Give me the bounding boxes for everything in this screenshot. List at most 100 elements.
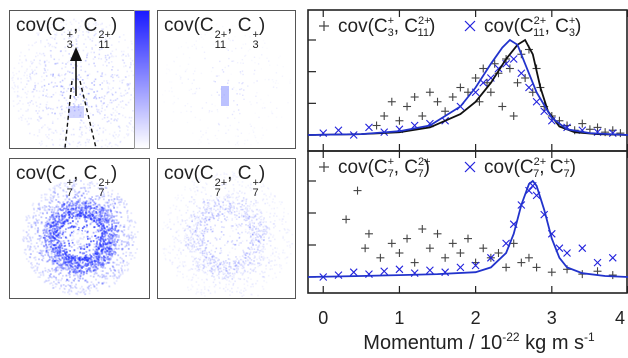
speckle [249,222,251,225]
speckle [99,215,102,218]
hotspot [68,106,84,118]
speckle [52,216,55,219]
speckle [57,221,60,224]
speckle [248,248,251,250]
speckle [49,245,52,248]
speckle [62,130,64,132]
speckle [113,220,115,223]
speckle [80,111,82,114]
speckle [52,213,55,215]
speckle [72,91,75,93]
speckle [103,80,105,82]
speckle [58,246,61,249]
speckle [51,214,53,217]
speckle [97,222,100,225]
speckle [252,233,255,235]
speckle [52,222,55,225]
image-panel-c11-c3: cov(C 2+ 11, C +3) [157,10,296,149]
speckle [98,196,101,199]
speckle [90,30,92,32]
speckle [237,265,240,268]
speckle [101,232,104,235]
speckle [83,259,86,261]
speckle [117,69,119,71]
speckle [120,230,123,232]
speckle [56,225,59,228]
speckle [74,265,77,267]
speckle [228,204,231,206]
speckle [123,206,126,208]
speckle [206,262,209,265]
speckle [59,231,62,234]
speckle [24,86,27,88]
speckle [53,58,56,61]
speckle [67,102,69,105]
speckle [210,271,212,273]
speckle [77,27,80,30]
speckle [61,127,64,130]
speckle [65,285,67,288]
speckle [264,225,267,228]
image-panel-c7-c7-a: cov(C +7, C 2+ 7) [9,158,150,299]
speckle [190,88,192,90]
speckle [57,228,60,230]
speckle [259,216,262,218]
speckle [260,236,263,238]
speckle [53,239,55,242]
speckle [102,262,104,265]
speckle [88,210,91,213]
speckle [92,254,95,257]
speckle [172,235,174,238]
speckle [34,82,36,84]
speckle [247,246,250,249]
speckle [73,179,76,182]
speckle [95,205,98,208]
speckle [214,201,216,203]
speckle [119,256,122,259]
speckle [239,190,241,192]
speckle [83,266,85,268]
speckle [27,233,30,235]
speckle [94,269,97,272]
speckle [86,104,88,106]
speckle [79,215,82,218]
speckle [246,206,249,209]
speckle [209,228,212,231]
speckle [30,242,33,245]
speckle [231,272,234,275]
speckle [108,248,111,250]
speckle [62,254,64,257]
speckle [108,199,110,201]
speckle [26,68,28,70]
speckle [169,70,170,71]
speckle [106,241,109,244]
speckle [266,226,268,228]
speckle [116,241,119,243]
speckle [96,70,99,73]
speckle [247,85,249,87]
speckle [71,255,74,258]
speckle [265,225,267,227]
speckle [102,236,105,238]
speckle [99,184,101,187]
speckle [29,256,32,259]
speckle [173,241,176,244]
speckle [99,210,102,212]
speckle [108,241,111,243]
speckle [26,83,28,85]
speckle [70,260,73,263]
speckle [258,239,260,241]
speckle [98,228,101,231]
speckle [62,240,65,242]
speckle [100,250,103,252]
speckle [242,294,245,296]
speckle [202,224,205,227]
speckle [111,219,114,221]
speckle [112,250,115,253]
speckle [247,264,249,266]
speckle [20,77,22,80]
speckle [213,80,215,82]
speckle [56,223,59,225]
speckle [58,255,60,257]
speckle [231,277,234,280]
